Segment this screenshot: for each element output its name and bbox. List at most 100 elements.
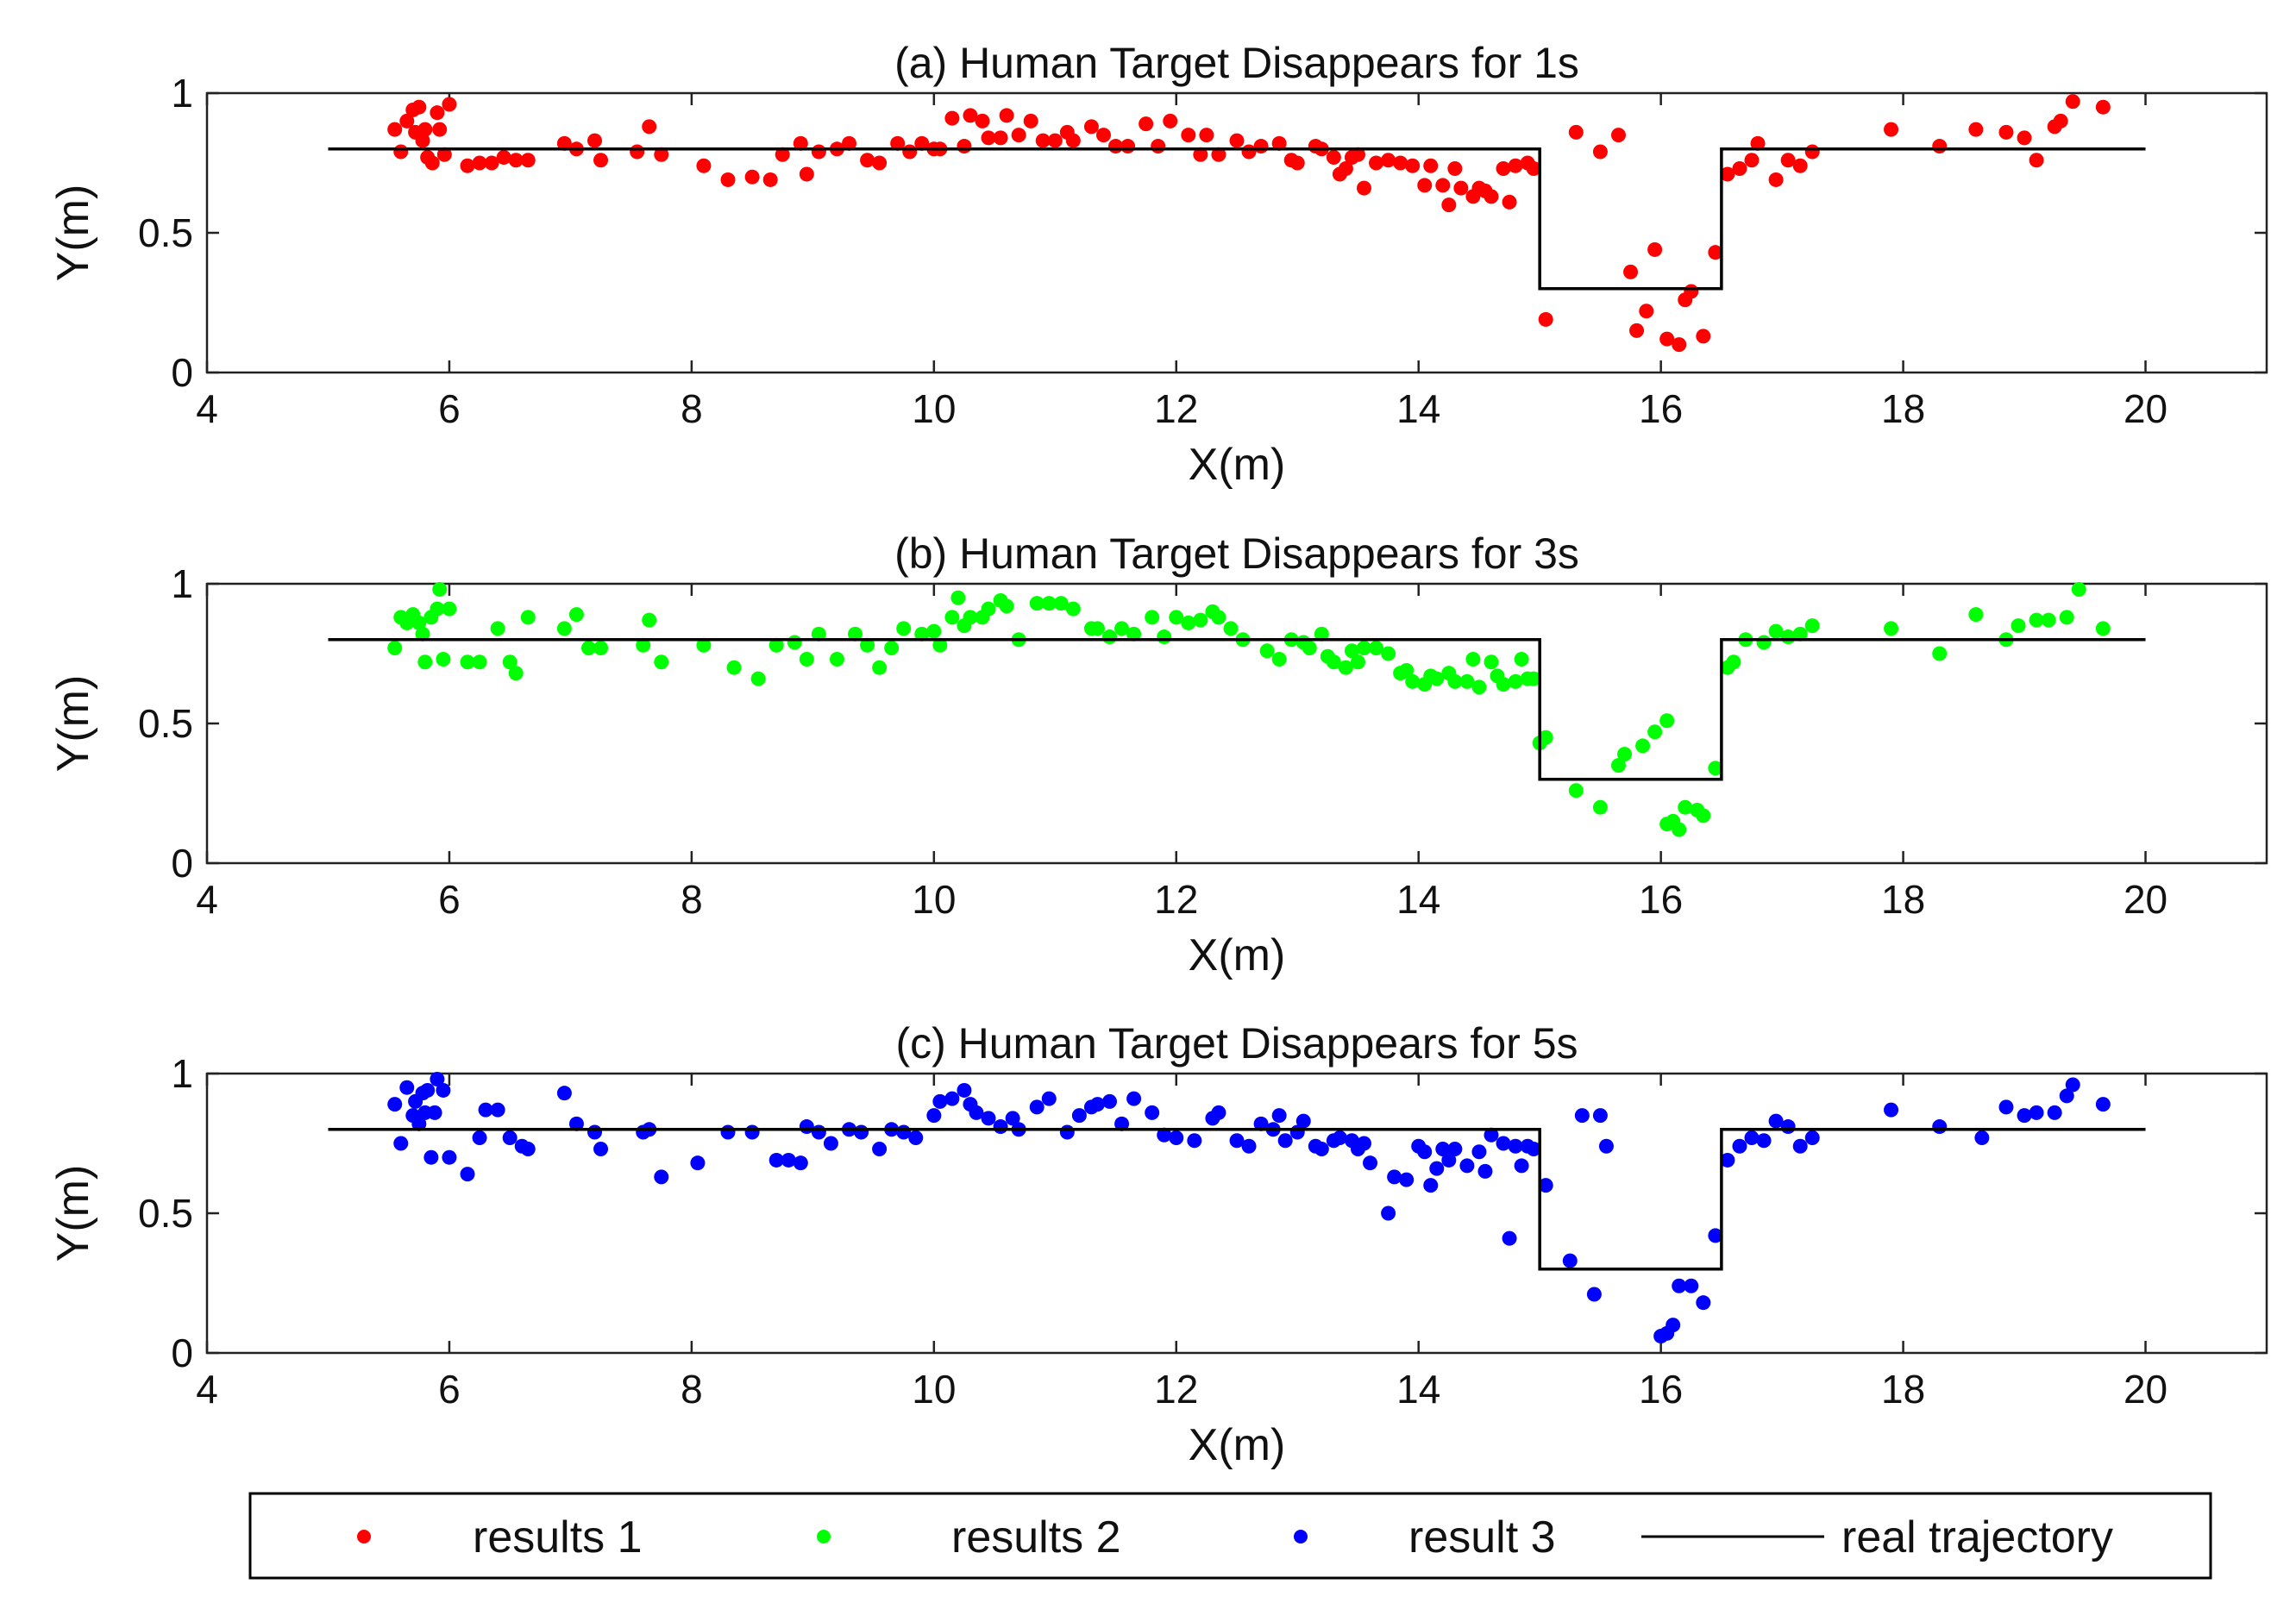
data-point xyxy=(424,155,440,171)
data-point xyxy=(1229,133,1245,148)
data-point xyxy=(1732,1138,1747,1154)
data-point xyxy=(1350,654,1365,670)
data-point xyxy=(969,1105,984,1120)
data-point xyxy=(975,113,990,128)
data-point xyxy=(1253,1116,1269,1131)
data-point xyxy=(1998,1099,2014,1115)
data-point xyxy=(2041,612,2056,628)
data-point xyxy=(1639,304,1654,319)
data-point xyxy=(1744,1130,1760,1146)
data-point xyxy=(2065,1077,2080,1093)
data-point xyxy=(1932,139,1948,154)
data-point xyxy=(1223,621,1239,636)
data-point xyxy=(1508,673,1523,689)
x-tick-label: 20 xyxy=(2123,1367,2167,1412)
data-point xyxy=(1145,1105,1160,1120)
x-tick-label: 8 xyxy=(681,386,703,431)
x-tick-label: 18 xyxy=(1881,1367,1925,1412)
data-point xyxy=(1592,144,1608,160)
data-point xyxy=(490,1102,505,1118)
data-point xyxy=(393,144,409,160)
data-point xyxy=(1241,1138,1257,1154)
data-point xyxy=(1399,1172,1415,1187)
legend-label-results-1: results 1 xyxy=(473,1512,643,1562)
x-tick-label: 6 xyxy=(438,386,461,431)
data-point xyxy=(1187,1133,1202,1149)
data-point xyxy=(993,130,1008,146)
data-point xyxy=(1157,1127,1172,1143)
data-point xyxy=(593,1141,609,1156)
data-point xyxy=(1314,626,1329,642)
data-point xyxy=(1211,610,1226,625)
data-point xyxy=(387,1097,403,1112)
data-point xyxy=(1496,677,1511,692)
data-point xyxy=(496,150,511,166)
data-point xyxy=(1053,596,1069,611)
data-point xyxy=(981,601,996,617)
legend-box xyxy=(248,1492,2212,1580)
data-point xyxy=(1169,610,1184,625)
x-tick-label: 20 xyxy=(2123,386,2167,431)
data-point xyxy=(1623,264,1639,279)
x-tick-label: 16 xyxy=(1639,386,1683,431)
x-tick-label: 4 xyxy=(196,1367,218,1412)
data-point xyxy=(1592,1108,1608,1124)
y-axis-label: Y(m) xyxy=(48,185,98,282)
data-point xyxy=(508,666,524,681)
data-point xyxy=(1708,761,1723,776)
data-point xyxy=(1598,1138,1614,1154)
data-point xyxy=(1095,128,1111,143)
data-point xyxy=(1163,113,1178,128)
data-point xyxy=(1314,1141,1329,1156)
data-point xyxy=(593,641,609,656)
data-point xyxy=(1393,155,1408,171)
x-tick-label: 4 xyxy=(196,386,218,431)
data-point xyxy=(768,1152,784,1168)
data-point xyxy=(399,113,415,128)
data-point xyxy=(1338,660,1353,675)
legend-marker-results-1 xyxy=(357,1530,371,1544)
data-point xyxy=(436,1082,451,1098)
data-point xyxy=(902,144,918,160)
data-point xyxy=(1514,1158,1529,1174)
data-point xyxy=(1369,155,1384,171)
data-point xyxy=(1768,623,1784,639)
chart-panel-c: (c) Human Target Disappears for 5s4 6 8 10 1… xyxy=(48,1019,2268,1470)
data-point xyxy=(1792,158,1808,173)
data-point xyxy=(556,135,572,151)
data-point xyxy=(696,158,712,173)
data-point xyxy=(508,153,524,168)
data-point xyxy=(1804,1130,1820,1146)
data-point xyxy=(399,1080,415,1095)
y-tick-label: 1 xyxy=(171,1051,193,1096)
data-point xyxy=(811,626,826,642)
data-point xyxy=(1145,610,1160,625)
data-point xyxy=(944,610,960,625)
data-point xyxy=(811,144,826,160)
data-point xyxy=(1417,178,1433,193)
data-point xyxy=(726,660,742,675)
data-point xyxy=(1387,1169,1402,1185)
data-point xyxy=(1126,626,1142,642)
data-point xyxy=(1429,1161,1445,1176)
data-point xyxy=(1429,671,1445,686)
data-point xyxy=(2047,1105,2062,1120)
data-point xyxy=(411,615,427,630)
data-point xyxy=(423,1149,439,1165)
data-point xyxy=(1684,1278,1699,1293)
data-point xyxy=(1526,160,1541,176)
data-point xyxy=(1271,1108,1287,1124)
data-point xyxy=(411,99,427,115)
data-point xyxy=(417,654,433,670)
data-point xyxy=(1193,147,1208,162)
data-point xyxy=(1035,133,1051,148)
data-point xyxy=(642,612,657,628)
x-tick-label: 18 xyxy=(1881,386,1925,431)
data-point xyxy=(1684,284,1699,299)
x-tick-label: 12 xyxy=(1154,877,1198,922)
data-point xyxy=(556,1086,572,1101)
data-point xyxy=(1295,1113,1311,1129)
data-point xyxy=(1768,172,1784,187)
x-tick-label: 20 xyxy=(2123,877,2167,922)
data-point xyxy=(1974,1130,1990,1146)
